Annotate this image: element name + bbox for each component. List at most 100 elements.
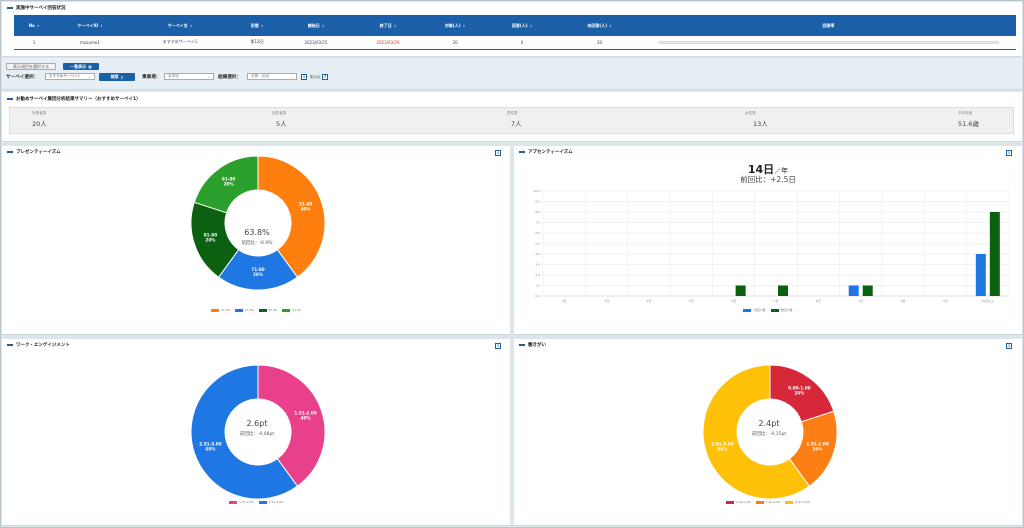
- legend-label: 2.01-3.00: [795, 500, 810, 504]
- summary-label: 平均年齢: [958, 111, 973, 115]
- legend-swatch: [258, 500, 267, 504]
- absenteeism-headline: 14日／年: [514, 161, 1022, 177]
- filter-panel: 表示項目を選択する 一覧表示 ▦ サーベイ選択： おすすめサーベイ1 ⌄ 検索 …: [2, 58, 1022, 90]
- legend-label: 前回人数: [780, 308, 793, 312]
- engagement-center-sub: 前回比：-0.08pt: [239, 432, 275, 437]
- survey-status-table: No ⇕ サーベイID ⇕ サーベイ名 ⇕ 形態 ⇕ 開始日 ⇕ 終了日 ⇕ 対象(人) ⇕ 回答(人) ⇕ 未…: [14, 15, 1016, 50]
- display-items-button[interactable]: 表示項目を選択する: [6, 63, 56, 70]
- sort-icon[interactable]: ⇕: [36, 24, 40, 28]
- donut-slice[interactable]: [190, 364, 299, 500]
- legend-item[interactable]: 2.01-3.00: [785, 500, 810, 504]
- column-header[interactable]: 未回答(人) ⇕: [558, 15, 641, 36]
- donut-slice[interactable]: [193, 155, 259, 214]
- column-header[interactable]: サーベイ名 ⇕: [126, 15, 234, 36]
- table-cell: [641, 36, 1016, 50]
- donut-slice[interactable]: [702, 364, 811, 500]
- info-icon[interactable]: i: [1006, 343, 1012, 349]
- info-icon[interactable]: i: [301, 74, 307, 80]
- summary-item-male: 男性数 7人: [507, 111, 522, 128]
- legend-item[interactable]: 0.00-1.00: [726, 500, 751, 504]
- column-header-label: サーベイ名: [167, 22, 188, 28]
- legend-label: 1.51-2.00: [239, 500, 254, 504]
- business-label: 事業場：: [142, 75, 161, 80]
- sort-icon[interactable]: ⇕: [260, 23, 264, 28]
- survey-select[interactable]: おすすめサーベイ1 ⌄: [45, 73, 95, 80]
- column-header-label: サーベイID: [77, 22, 99, 28]
- column-header[interactable]: 形態 ⇕: [234, 15, 280, 36]
- hatarakigai-legend: 0.00-1.00 1.01-2.00 2.01-3.00: [514, 500, 1022, 504]
- legend-item[interactable]: 81-90: [258, 308, 277, 312]
- legend-item[interactable]: 前回人数: [770, 308, 793, 312]
- column-header-label: 開始日: [307, 22, 320, 28]
- presenteeism-donut: 31-40 40% 71-80 20% 81-90 20% 91-90 20%: [190, 155, 326, 291]
- summary-item-respondents: 回答者数 5人: [272, 111, 287, 128]
- legend-item[interactable]: 1.01-2.00: [755, 500, 780, 504]
- slice-label: 71-80 20%: [251, 267, 264, 277]
- column-header[interactable]: No ⇕: [14, 15, 54, 36]
- table-row[interactable]: 1 mozume1 おすすめサーベイ1 第12回 2023/03/25 2023/03/2…: [14, 36, 1016, 50]
- legend-item[interactable]: 31-40: [211, 308, 230, 312]
- table-cell: 第12回: [234, 36, 280, 50]
- org-label: 組織選択：: [218, 75, 241, 80]
- legend-swatch: [229, 500, 238, 504]
- business-placeholder: 事業場: [168, 74, 179, 78]
- list-view-button[interactable]: 一覧表示 ▦: [63, 63, 99, 70]
- y-tick-label: 5.0: [535, 242, 540, 246]
- column-header[interactable]: サーベイID ⇕: [54, 15, 126, 36]
- legend-item[interactable]: 今回人数: [743, 308, 766, 312]
- bar[interactable]: [862, 285, 873, 297]
- sort-icon[interactable]: ⇕: [100, 23, 103, 28]
- legend-swatch: [282, 308, 291, 312]
- x-tick-label: 0日: [562, 299, 567, 303]
- sort-icon[interactable]: ⇕: [321, 23, 325, 28]
- summary-value: 7人: [511, 120, 522, 128]
- legend-item[interactable]: 1.51-2.00: [229, 500, 254, 504]
- table-body: 1 mozume1 おすすめサーベイ1 第12回 2023/03/25 2023/03/2…: [14, 36, 1016, 50]
- table-cell: 2023/03/25: [280, 36, 352, 50]
- bar[interactable]: [848, 285, 859, 297]
- donut-slice[interactable]: [257, 155, 326, 278]
- presenteeism-panel: プレゼンティーイズム i 31-40 40% 71-80 20% 81-90 20% 91-…: [2, 146, 510, 335]
- hatarakigai-center-value: 2.4pt: [758, 419, 780, 428]
- info-icon[interactable]: i: [495, 150, 501, 156]
- column-header[interactable]: 対象(人) ⇕: [424, 15, 486, 36]
- column-header[interactable]: 開始日 ⇕: [280, 15, 352, 36]
- column-header[interactable]: 終了日 ⇕: [352, 15, 424, 36]
- legend-label: 31-40: [221, 308, 230, 312]
- column-header[interactable]: 回答(人) ⇕: [486, 15, 558, 36]
- legend-item[interactable]: 71-80: [234, 308, 254, 312]
- search-button[interactable]: 検索 ⚲: [99, 73, 135, 81]
- legend-item[interactable]: 91-90: [282, 308, 301, 312]
- org-select[interactable]: 部署・組織 ⌄: [247, 73, 297, 80]
- legend-item[interactable]: 2.51-3.00: [258, 500, 283, 504]
- sort-icon[interactable]: ⇕: [529, 23, 533, 28]
- x-tick-label: 4日: [731, 299, 736, 303]
- bar[interactable]: [975, 254, 986, 296]
- sort-icon[interactable]: ⇕: [609, 23, 612, 28]
- legend-swatch: [234, 308, 243, 312]
- absenteeism-days: 14日: [747, 163, 775, 176]
- survey-select-label: サーベイ選択：: [6, 75, 39, 80]
- help-icon[interactable]: ?: [322, 74, 328, 80]
- legend-swatch: [770, 308, 779, 312]
- column-header[interactable]: 回答率: [641, 15, 1016, 36]
- survey-status-panel: 実施中サーベイ回答状況 No ⇕ サーベイID ⇕ サーベイ名 ⇕ 形態 ⇕ 開始日 ⇕ 終了日 ⇕ 対…: [2, 2, 1022, 57]
- legend-label: 2.51-3.00: [268, 500, 283, 504]
- info-icon[interactable]: i: [1006, 150, 1012, 156]
- y-tick-label: 8.0: [535, 210, 540, 214]
- bar[interactable]: [778, 285, 788, 297]
- presenteeism-center-value: 63.8%: [244, 228, 270, 237]
- bar[interactable]: [989, 212, 1000, 296]
- business-select[interactable]: 事業場 ⌄: [164, 73, 214, 80]
- x-tick-label: 5日: [774, 299, 779, 303]
- info-icon[interactable]: i: [495, 343, 501, 349]
- sort-icon[interactable]: ⇕: [393, 23, 397, 28]
- x-tick-label: 7日: [858, 299, 863, 303]
- donut-slice[interactable]: [257, 364, 326, 487]
- y-tick-label: 10.0: [533, 189, 540, 193]
- sort-icon[interactable]: ⇕: [462, 23, 466, 28]
- sort-icon[interactable]: ⇕: [189, 23, 193, 28]
- y-tick-label: 7.0: [535, 221, 540, 225]
- table-cell: 2023/03/29: [352, 36, 424, 50]
- bar[interactable]: [735, 285, 746, 297]
